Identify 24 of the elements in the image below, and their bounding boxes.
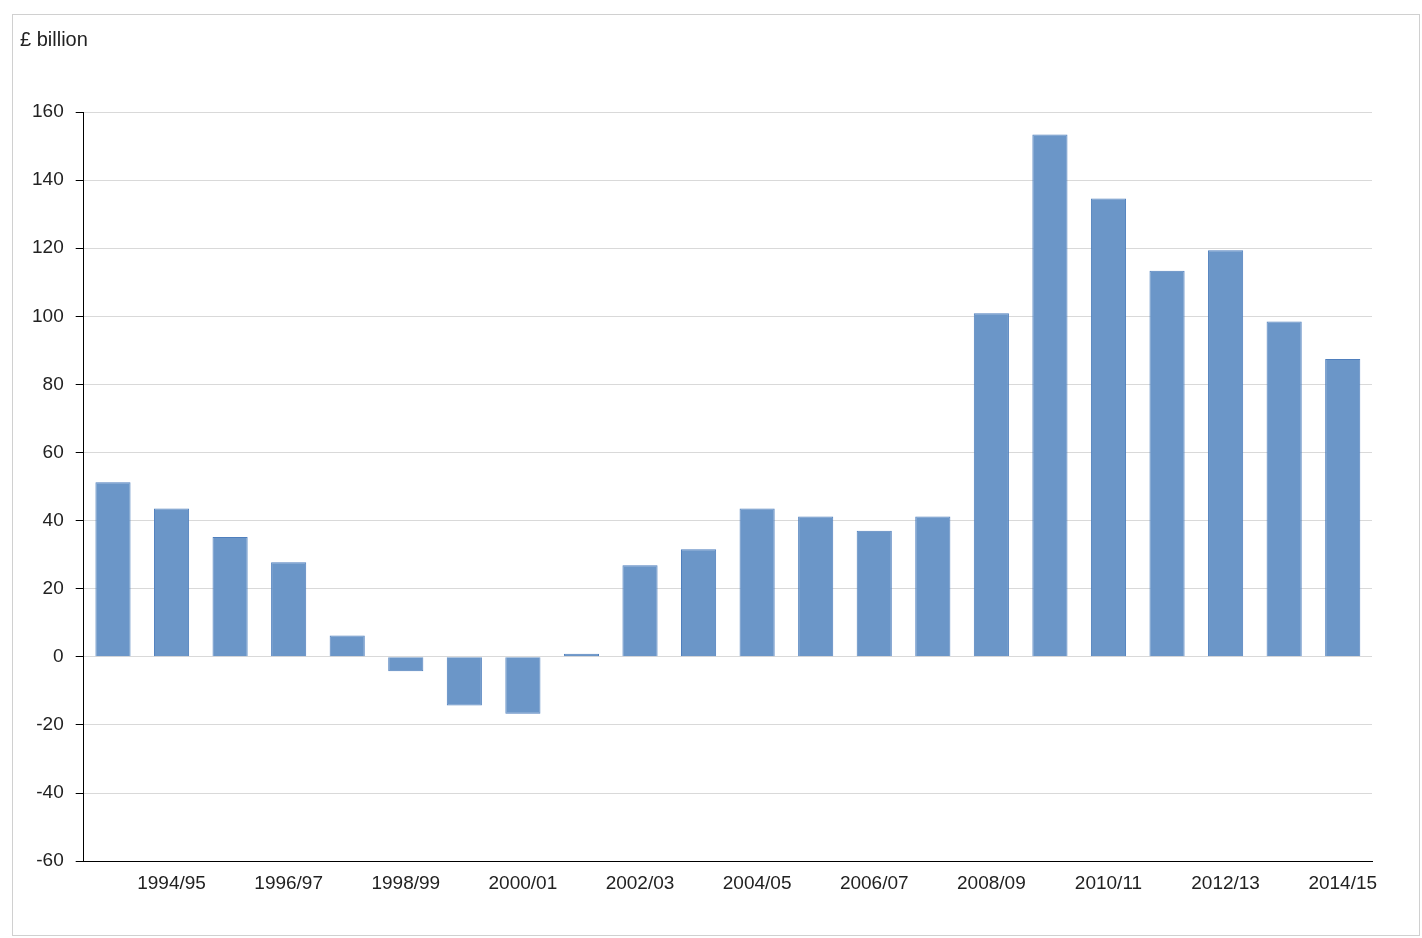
y-tick-label: 100	[32, 304, 64, 326]
y-tick-label: 140	[32, 168, 64, 190]
x-tick-label: 2000/01	[488, 871, 558, 893]
x-tick-label: 1994/95	[137, 871, 206, 893]
x-tick-label: 1996/97	[254, 871, 323, 893]
y-tick-label: 60	[42, 440, 64, 462]
y-tick-label: 40	[42, 508, 64, 530]
x-tick-label: 2002/03	[605, 871, 675, 893]
y-axis-title: £ billion	[20, 27, 88, 50]
y-tick-label: 20	[42, 577, 64, 598]
x-tick-label: 2004/05	[722, 871, 792, 893]
x-tick-label: 1998/99	[371, 871, 441, 893]
y-tick-label: 0	[53, 645, 64, 667]
y-tick-label: -40	[36, 781, 64, 803]
y-tick-label: -20	[36, 713, 64, 735]
y-tick-label: 80	[42, 372, 64, 394]
y-tick-label: 160	[32, 100, 64, 122]
x-tick-label: 2006/07	[839, 871, 909, 893]
x-tick-label: 2014/15	[1308, 871, 1378, 893]
y-tick-label: 120	[32, 236, 64, 258]
x-tick-label: 2008/09	[957, 871, 1026, 893]
y-tick-label: -60	[36, 849, 64, 871]
x-tick-label: 2012/13	[1191, 871, 1260, 893]
x-tick-label: 2010/11	[1074, 871, 1143, 893]
